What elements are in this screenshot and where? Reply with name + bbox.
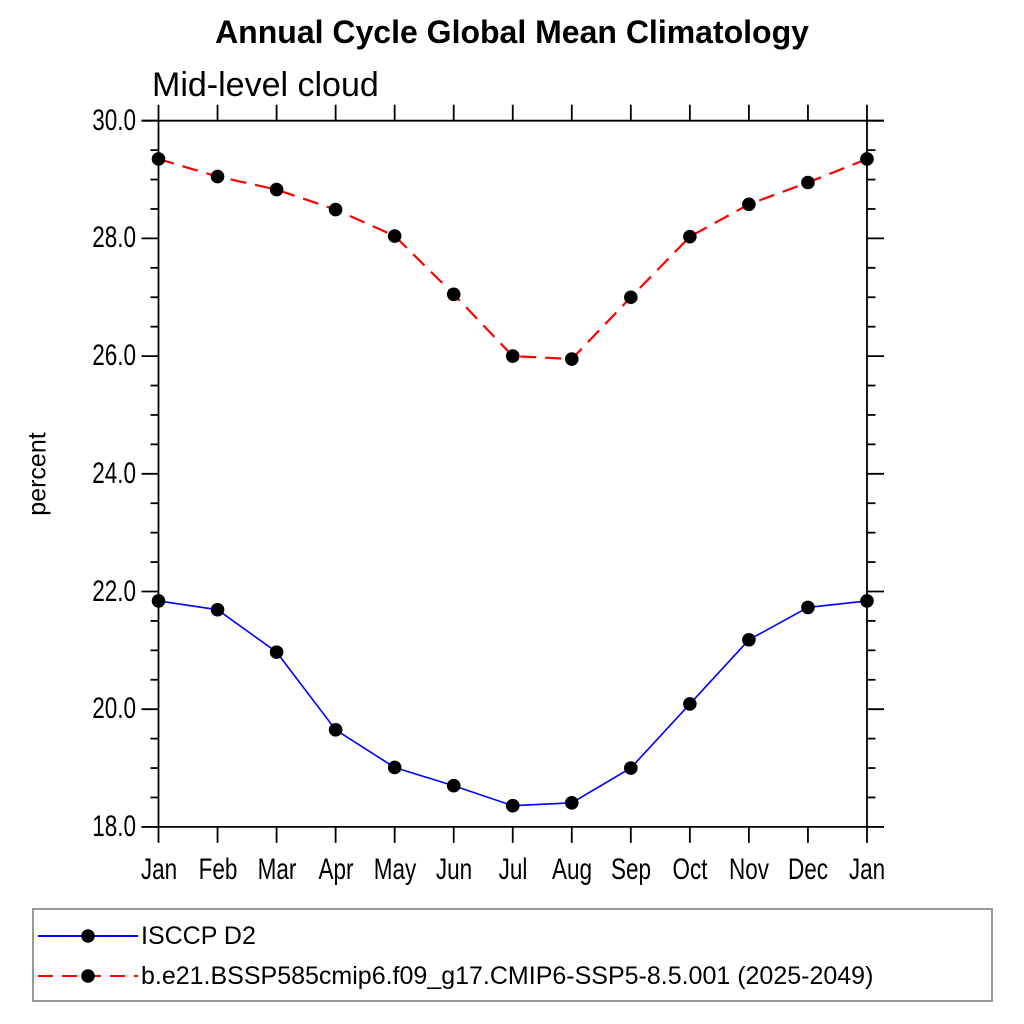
data-point-series-0 bbox=[683, 697, 697, 711]
data-point-series-1 bbox=[387, 229, 402, 243]
chart-title: Annual Cycle Global Mean Climatology bbox=[215, 14, 809, 50]
data-point-series-0 bbox=[505, 798, 520, 813]
legend-sample-marker bbox=[81, 929, 95, 943]
data-point-series-1 bbox=[269, 182, 284, 197]
x-tick-label: Jun bbox=[435, 853, 472, 886]
data-point-series-1 bbox=[624, 290, 638, 305]
y-tick-label: 30.0 bbox=[92, 103, 136, 137]
legend-sample-marker bbox=[81, 969, 95, 983]
legend-key-line-dot bbox=[38, 969, 138, 983]
legend: ISCCP D2 b.e21.BSSP585cmip6.f09_g17.CMIP… bbox=[32, 908, 993, 1002]
x-tick-label: Oct bbox=[672, 853, 708, 886]
data-point-series-0 bbox=[210, 602, 225, 617]
y-tick-label: 24.0 bbox=[92, 456, 136, 490]
data-point-series-0 bbox=[151, 594, 166, 608]
data-point-series-1 bbox=[446, 287, 461, 302]
legend-label: b.e21.BSSP585cmip6.f09_g17.CMIP6-SSP5-8.… bbox=[141, 962, 874, 990]
series-line-0 bbox=[158, 600, 868, 807]
series-line-1 bbox=[158, 157, 868, 361]
data-point-series-0 bbox=[860, 594, 874, 608]
x-tick-label: Jan bbox=[848, 853, 886, 886]
y-tick-label: 20.0 bbox=[92, 692, 136, 726]
x-tick-label: Apr bbox=[318, 853, 354, 886]
data-point-series-1 bbox=[151, 152, 166, 166]
data-point-series-1 bbox=[505, 349, 520, 363]
y-tick-label: 26.0 bbox=[92, 339, 136, 373]
x-tick-label: Feb bbox=[198, 853, 237, 886]
data-point-series-1 bbox=[742, 197, 756, 212]
legend-item-model-run: b.e21.BSSP585cmip6.f09_g17.CMIP6-SSP5-8.… bbox=[38, 956, 873, 996]
data-point-series-0 bbox=[624, 761, 638, 775]
data-point-series-0 bbox=[446, 778, 461, 793]
y-tick-label: 18.0 bbox=[92, 809, 136, 843]
data-point-series-1 bbox=[683, 229, 697, 244]
x-tick-label: Aug bbox=[551, 853, 592, 886]
data-point-series-1 bbox=[564, 352, 579, 366]
data-point-series-1 bbox=[801, 175, 815, 190]
x-tick-label: Nov bbox=[728, 853, 769, 886]
y-tick-label: 28.0 bbox=[92, 221, 136, 255]
data-point-series-1 bbox=[210, 169, 225, 184]
data-point-series-1 bbox=[328, 202, 343, 217]
legend-label: ISCCP D2 bbox=[141, 922, 256, 950]
x-tick-label: Mar bbox=[257, 853, 296, 886]
x-tick-label: May bbox=[373, 853, 416, 886]
x-tick-label: Sep bbox=[610, 853, 651, 886]
data-point-series-0 bbox=[564, 795, 579, 810]
data-point-series-0 bbox=[328, 722, 343, 737]
x-tick-label: Dec bbox=[787, 853, 828, 886]
data-point-series-0 bbox=[387, 760, 402, 775]
legend-item-isccp-d2: ISCCP D2 bbox=[38, 916, 256, 956]
data-point-series-0 bbox=[269, 645, 284, 659]
data-point-series-0 bbox=[742, 632, 756, 647]
x-tick-label: Jul bbox=[498, 853, 528, 886]
x-tick-label: Jan bbox=[140, 853, 177, 886]
data-point-series-1 bbox=[860, 152, 874, 166]
data-point-series-0 bbox=[801, 600, 815, 615]
y-tick-label: 22.0 bbox=[92, 574, 136, 608]
chart-subtitle: Mid-level cloud bbox=[152, 66, 379, 104]
legend-key-line-dot bbox=[38, 929, 138, 943]
